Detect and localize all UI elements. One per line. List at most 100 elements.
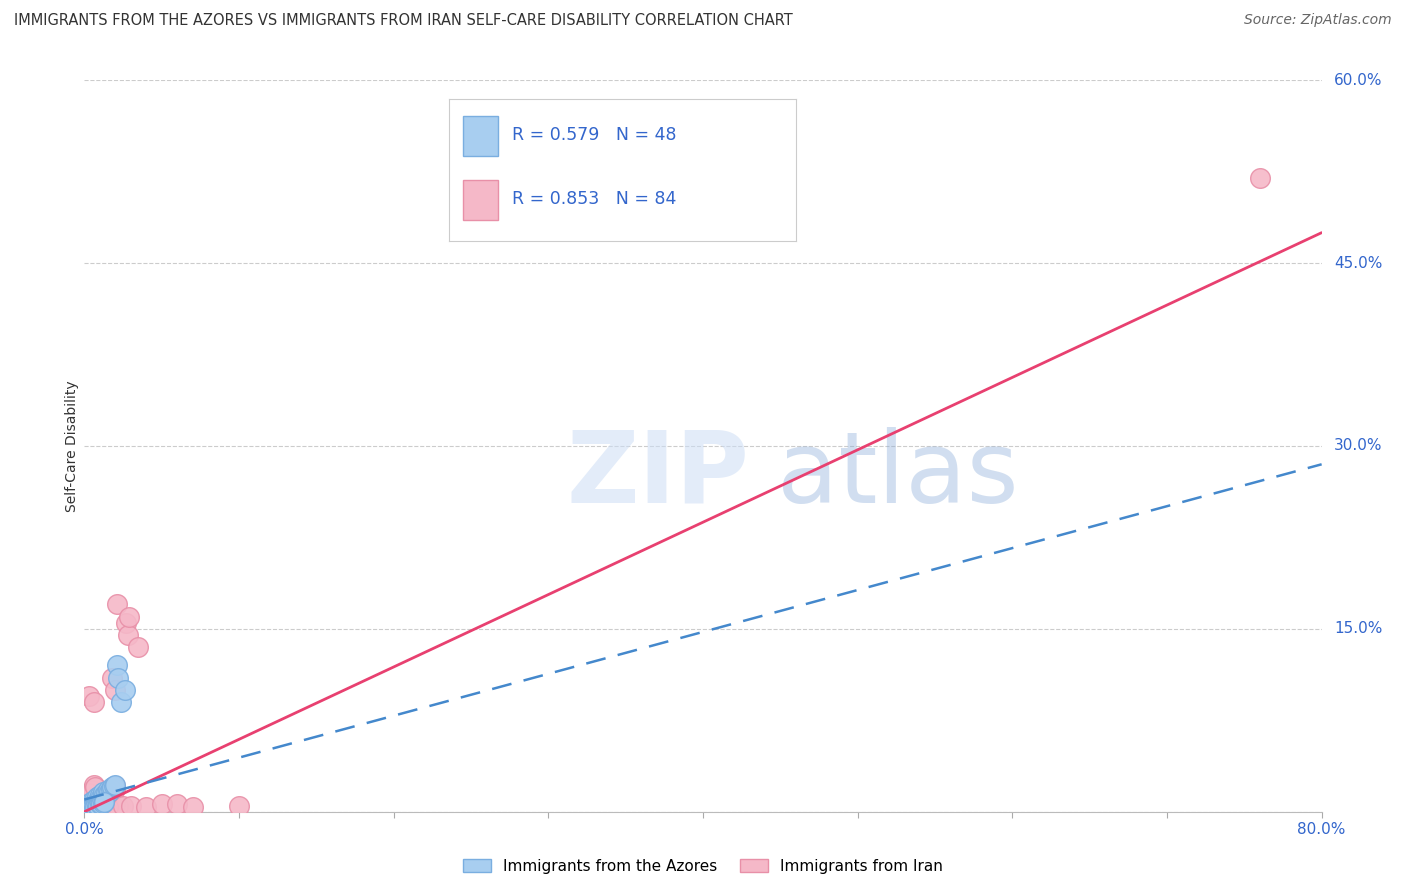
Point — [75, 802, 97, 816]
Point — [75, 801, 97, 815]
Point — [76, 802, 98, 816]
Point — [98, 785, 121, 799]
Point — [110, 695, 132, 709]
Point — [83, 695, 105, 709]
Point — [101, 781, 124, 796]
Point — [86, 796, 108, 810]
Point — [104, 781, 127, 796]
Point — [94, 787, 117, 801]
Text: atlas: atlas — [778, 426, 1019, 524]
Point — [91, 791, 114, 805]
Point — [104, 682, 127, 697]
Point — [135, 800, 157, 814]
Text: Source: ZipAtlas.com: Source: ZipAtlas.com — [1244, 13, 1392, 28]
Point — [86, 791, 108, 805]
Point — [107, 798, 129, 813]
Point — [84, 797, 107, 812]
Point — [87, 796, 110, 810]
Point — [77, 801, 100, 815]
Point — [83, 801, 105, 815]
Point — [82, 801, 104, 815]
Point — [77, 800, 100, 814]
Point — [82, 797, 104, 812]
Point — [101, 671, 124, 685]
Point — [96, 782, 118, 797]
Point — [89, 788, 111, 802]
Text: ZIP: ZIP — [567, 426, 749, 524]
Point — [76, 798, 98, 813]
Point — [82, 800, 104, 814]
Point — [83, 792, 105, 806]
Point — [87, 792, 110, 806]
Point — [87, 795, 110, 809]
Point — [98, 787, 121, 801]
Point — [77, 802, 100, 816]
Text: 30.0%: 30.0% — [1334, 439, 1382, 453]
Point — [93, 795, 115, 809]
Point — [104, 778, 127, 792]
Point — [83, 796, 105, 810]
Point — [115, 615, 138, 630]
Point — [83, 794, 105, 808]
Point — [76, 802, 98, 816]
Point — [104, 779, 127, 793]
Point — [89, 797, 111, 812]
Point — [77, 801, 100, 815]
Point — [91, 796, 114, 810]
Point — [117, 628, 139, 642]
Point — [89, 794, 111, 808]
Point — [87, 798, 110, 813]
Point — [86, 794, 108, 808]
Point — [228, 798, 250, 813]
Point — [127, 640, 149, 655]
Point — [76, 801, 98, 815]
Point — [82, 782, 104, 797]
Point — [101, 780, 124, 795]
Point — [89, 791, 111, 805]
Point — [82, 800, 104, 814]
Point — [98, 784, 121, 798]
Point — [84, 798, 107, 813]
Point — [104, 797, 127, 812]
Point — [90, 797, 112, 812]
Point — [84, 792, 107, 806]
Point — [90, 790, 112, 805]
Point — [93, 788, 115, 802]
Point — [91, 789, 114, 803]
Point — [79, 795, 101, 809]
Point — [118, 609, 141, 624]
Point — [77, 797, 100, 812]
Point — [83, 778, 105, 792]
Point — [98, 798, 121, 813]
Point — [103, 782, 125, 797]
Point — [100, 785, 122, 799]
Point — [79, 802, 101, 816]
Y-axis label: Self-Care Disability: Self-Care Disability — [65, 380, 79, 512]
Point — [86, 798, 108, 813]
Point — [82, 795, 104, 809]
Point — [89, 800, 111, 814]
Point — [86, 790, 108, 805]
Text: 60.0%: 60.0% — [1334, 73, 1382, 87]
Point — [94, 787, 117, 801]
Point — [77, 787, 100, 801]
Point — [166, 797, 188, 812]
Point — [107, 671, 129, 685]
Point — [82, 797, 104, 812]
Point — [103, 780, 125, 795]
Point — [90, 790, 112, 805]
Point — [100, 782, 122, 797]
Point — [93, 792, 115, 806]
Point — [93, 788, 115, 802]
Point — [114, 682, 136, 697]
Point — [91, 785, 114, 799]
Point — [77, 797, 100, 812]
Point — [83, 796, 105, 810]
Point — [96, 800, 118, 814]
Point — [77, 689, 100, 703]
Point — [79, 801, 101, 815]
Point — [86, 794, 108, 808]
Point — [87, 792, 110, 806]
Point — [90, 792, 112, 806]
Point — [91, 800, 114, 814]
